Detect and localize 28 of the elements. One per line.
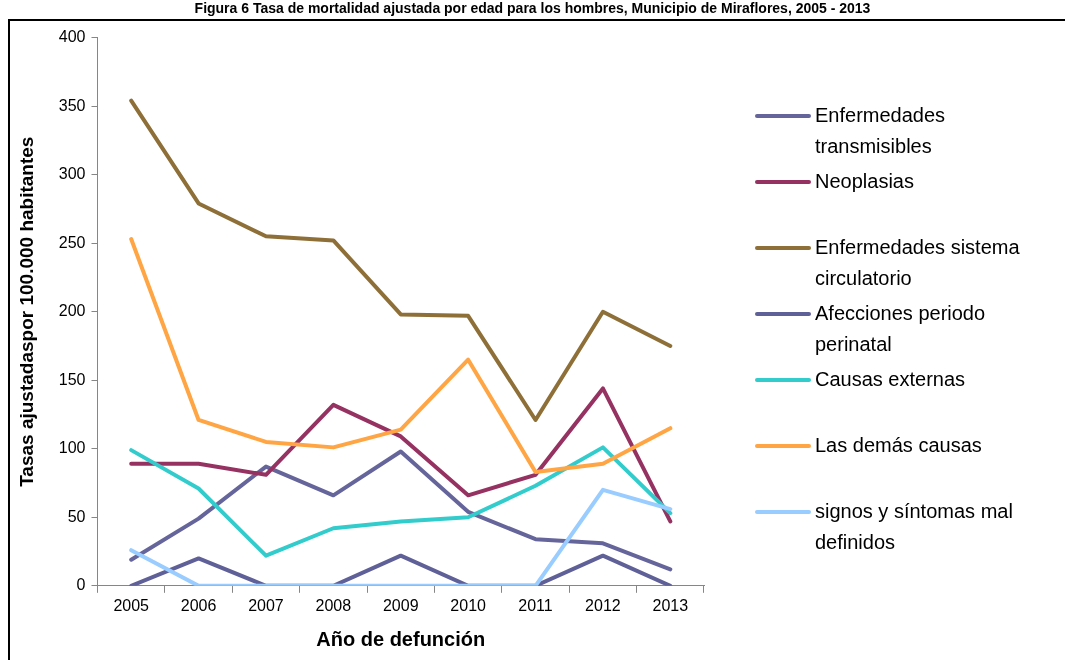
y-tick-label: 400 bbox=[58, 28, 86, 46]
legend-label: signos y síntomas mal definidos bbox=[815, 499, 1014, 555]
x-tick-label: 2009 bbox=[382, 596, 419, 614]
y-tick-label: 100 bbox=[58, 439, 86, 457]
x-axis-title: Año de defunción bbox=[316, 627, 486, 650]
y-axis-title: Tasas ajustadaspor 100.000 habitantes bbox=[15, 136, 37, 487]
legend-label: Enfermedades transmisibles bbox=[815, 103, 947, 159]
legend-label: Enfermedades sistema circulatorio bbox=[815, 235, 1021, 291]
y-tick-label: 300 bbox=[58, 165, 86, 183]
x-tick-label: 2011 bbox=[518, 596, 553, 614]
x-tick-label: 2006 bbox=[180, 596, 217, 614]
x-tick-label: 2010 bbox=[450, 596, 487, 614]
y-tick-label: 0 bbox=[76, 576, 86, 594]
y-tick-label: 200 bbox=[58, 302, 86, 320]
y-tick-label: 150 bbox=[58, 370, 86, 388]
y-tick-label: 350 bbox=[58, 96, 86, 114]
legend-label: Las demás causas bbox=[815, 433, 983, 458]
y-tick-label: 50 bbox=[67, 507, 86, 525]
chart-title: Figura 6 Tasa de mortalidad ajustada por edad para los hombres, Municipio de Miraflores, 2005 - 2013 bbox=[193, 0, 872, 17]
x-tick-label: 2008 bbox=[315, 596, 352, 614]
legend-label: Neoplasias bbox=[815, 169, 915, 194]
legend-label: Afecciones periodo perinatal bbox=[815, 301, 987, 357]
x-tick-label: 2005 bbox=[113, 596, 150, 614]
legend-label: Causas externas bbox=[815, 367, 967, 392]
x-tick-label: 2007 bbox=[248, 596, 284, 614]
y-tick-label: 250 bbox=[58, 233, 86, 251]
x-tick-label: 2013 bbox=[652, 596, 689, 614]
x-tick-label: 2012 bbox=[585, 596, 621, 614]
